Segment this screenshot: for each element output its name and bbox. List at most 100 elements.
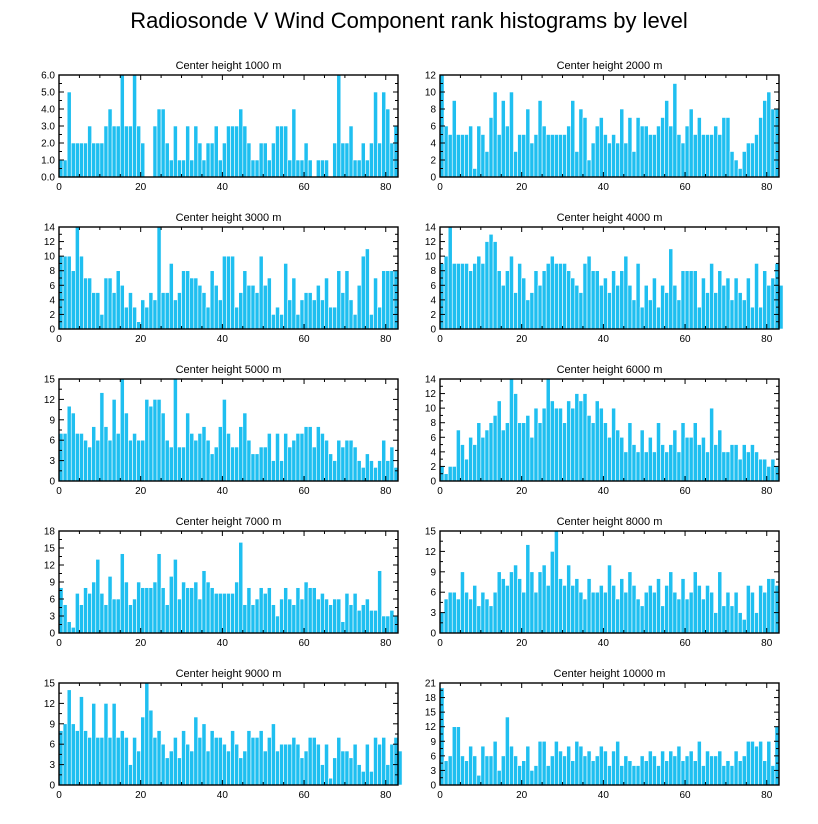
panel-2-ytick-label: 2 — [430, 156, 436, 167]
panel-7-bar-36 — [205, 581, 211, 634]
panel-6-bar-28 — [554, 407, 559, 482]
panel-7-bar-81 — [389, 610, 395, 634]
panel-4-bar-60 — [684, 270, 690, 330]
panel-1-bar-47 — [250, 159, 256, 178]
panel-3-bar-72 — [352, 314, 358, 330]
panel-8-bar-24 — [537, 571, 543, 634]
panel-1-bar-55 — [283, 125, 289, 178]
panel-2-bar-9 — [476, 125, 482, 178]
panel-10-bar-54 — [660, 750, 665, 786]
panel-1-bar-10 — [99, 142, 105, 178]
panel-1-bar-8 — [91, 142, 97, 178]
panel-6-bar-61 — [688, 436, 694, 482]
panel-1-bar-69 — [340, 142, 346, 178]
panel-2-bar-67 — [713, 125, 719, 178]
panel-6-bar-60 — [684, 436, 690, 482]
panel-2-bar-48 — [635, 117, 641, 178]
panel-8-bar-73 — [737, 612, 743, 634]
panel-4-bar-44 — [619, 270, 625, 330]
panel-6-bar-51 — [648, 436, 653, 482]
panel-5-ytick-label: 6 — [49, 436, 55, 447]
panel-9-bar-41 — [226, 750, 231, 786]
panel-6-bar-34 — [578, 400, 584, 482]
panel-7-bar-69 — [340, 621, 346, 634]
panel-10-bar-56 — [668, 750, 674, 786]
panel-7-bar-43 — [234, 581, 240, 634]
panel-7-bar-49 — [258, 587, 264, 634]
panel-2-bar-55 — [664, 100, 670, 178]
panel-2-bar-3 — [451, 100, 457, 178]
panel-1-ytick-label: 3.0 — [41, 122, 55, 133]
panel-5-bar-7 — [87, 446, 92, 482]
panel-1-bar-59 — [299, 159, 305, 178]
panel-6-bar-31 — [566, 400, 571, 482]
panel-2-ytick-label: 6 — [430, 122, 436, 133]
panel-10-xtick-label: 0 — [437, 790, 443, 801]
panel-2-bar-49 — [639, 125, 645, 178]
panel-9-bar-7 — [87, 737, 92, 786]
panel-4-bar-50 — [643, 284, 649, 330]
panel-8-bar-35 — [582, 598, 588, 634]
panel-3-bar-42 — [230, 255, 235, 330]
panel-7-bar-33 — [193, 581, 199, 634]
panel-3-bar-11 — [103, 277, 109, 330]
panel-6-bar-23 — [533, 407, 539, 482]
panel-10-bar-8 — [472, 755, 478, 786]
panel-7-bar-32 — [189, 587, 195, 634]
panel-10-bar-79 — [762, 760, 768, 786]
panel-6-bar-62 — [692, 422, 698, 482]
panel-5-bar-47 — [250, 453, 256, 482]
panel-9-bar-59 — [299, 757, 305, 786]
panel-3-bar-53 — [275, 306, 280, 330]
panel-9-bar-64 — [320, 764, 325, 786]
panel-2-bar-63 — [697, 117, 702, 178]
panel-8-bar-70 — [725, 591, 731, 634]
panel-2-bar-78 — [758, 117, 763, 178]
panel-1-xtick-label: 60 — [298, 182, 310, 193]
panel-4-bar-61 — [688, 270, 694, 330]
panel-9-bar-49 — [258, 730, 264, 786]
panel-4-bar-37 — [590, 270, 596, 330]
panel-8-bar-75 — [746, 585, 751, 634]
panel-7-bar-58 — [295, 587, 301, 634]
panel-1-bar-73 — [356, 159, 362, 178]
panel-3-ytick-label: 2 — [49, 310, 55, 321]
panel-6-bar-58 — [676, 451, 682, 482]
panel-8-bar-71 — [729, 605, 735, 634]
panel-5-bar-54 — [279, 460, 284, 482]
panel-1-bar-40 — [222, 142, 227, 178]
panel-9-bar-44 — [238, 757, 244, 786]
panel-3-bar-71 — [348, 299, 354, 330]
panel-5-bar-59 — [299, 433, 305, 482]
panel-8-bar-22 — [529, 571, 535, 634]
panel-8-bar-15 — [500, 578, 506, 634]
panel-7-bar-42 — [230, 593, 235, 634]
panel-9-bar-47 — [250, 737, 256, 786]
panel-3-title: Center height 3000 m — [176, 212, 282, 224]
panel-10-bar-72 — [733, 750, 739, 786]
panel-7-bar-53 — [275, 615, 280, 634]
panel-9-bar-56 — [287, 743, 293, 786]
panel-7-bar-39 — [217, 593, 223, 634]
panel-7-bar-13 — [111, 598, 117, 634]
panel-6-bar-6 — [464, 458, 469, 482]
panel-5-bar-22 — [148, 405, 154, 482]
panel-3-bar-39 — [217, 299, 223, 330]
panel-7-bar-37 — [209, 587, 215, 634]
panel-9-bar-69 — [340, 750, 346, 786]
panel-2-bar-43 — [615, 142, 621, 178]
panel-2-bar-68 — [717, 134, 723, 178]
panel-3-ytick-label: 0 — [49, 325, 55, 336]
panel-10-bar-71 — [729, 765, 735, 786]
panel-9-bar-25 — [160, 743, 166, 786]
panel-4-bar-40 — [603, 277, 608, 330]
panel-8-bar-16 — [505, 585, 510, 634]
panel-10-bar-49 — [639, 755, 645, 786]
panel-9-bar-77 — [373, 737, 378, 786]
panel-6-bar-3 — [451, 466, 457, 482]
panel-5-bar-74 — [360, 467, 366, 482]
panel-2-bar-34 — [578, 108, 584, 178]
panel-5-bar-39 — [217, 426, 223, 482]
panel-4-bar-9 — [476, 255, 482, 330]
panel-7-bar-48 — [254, 598, 260, 634]
